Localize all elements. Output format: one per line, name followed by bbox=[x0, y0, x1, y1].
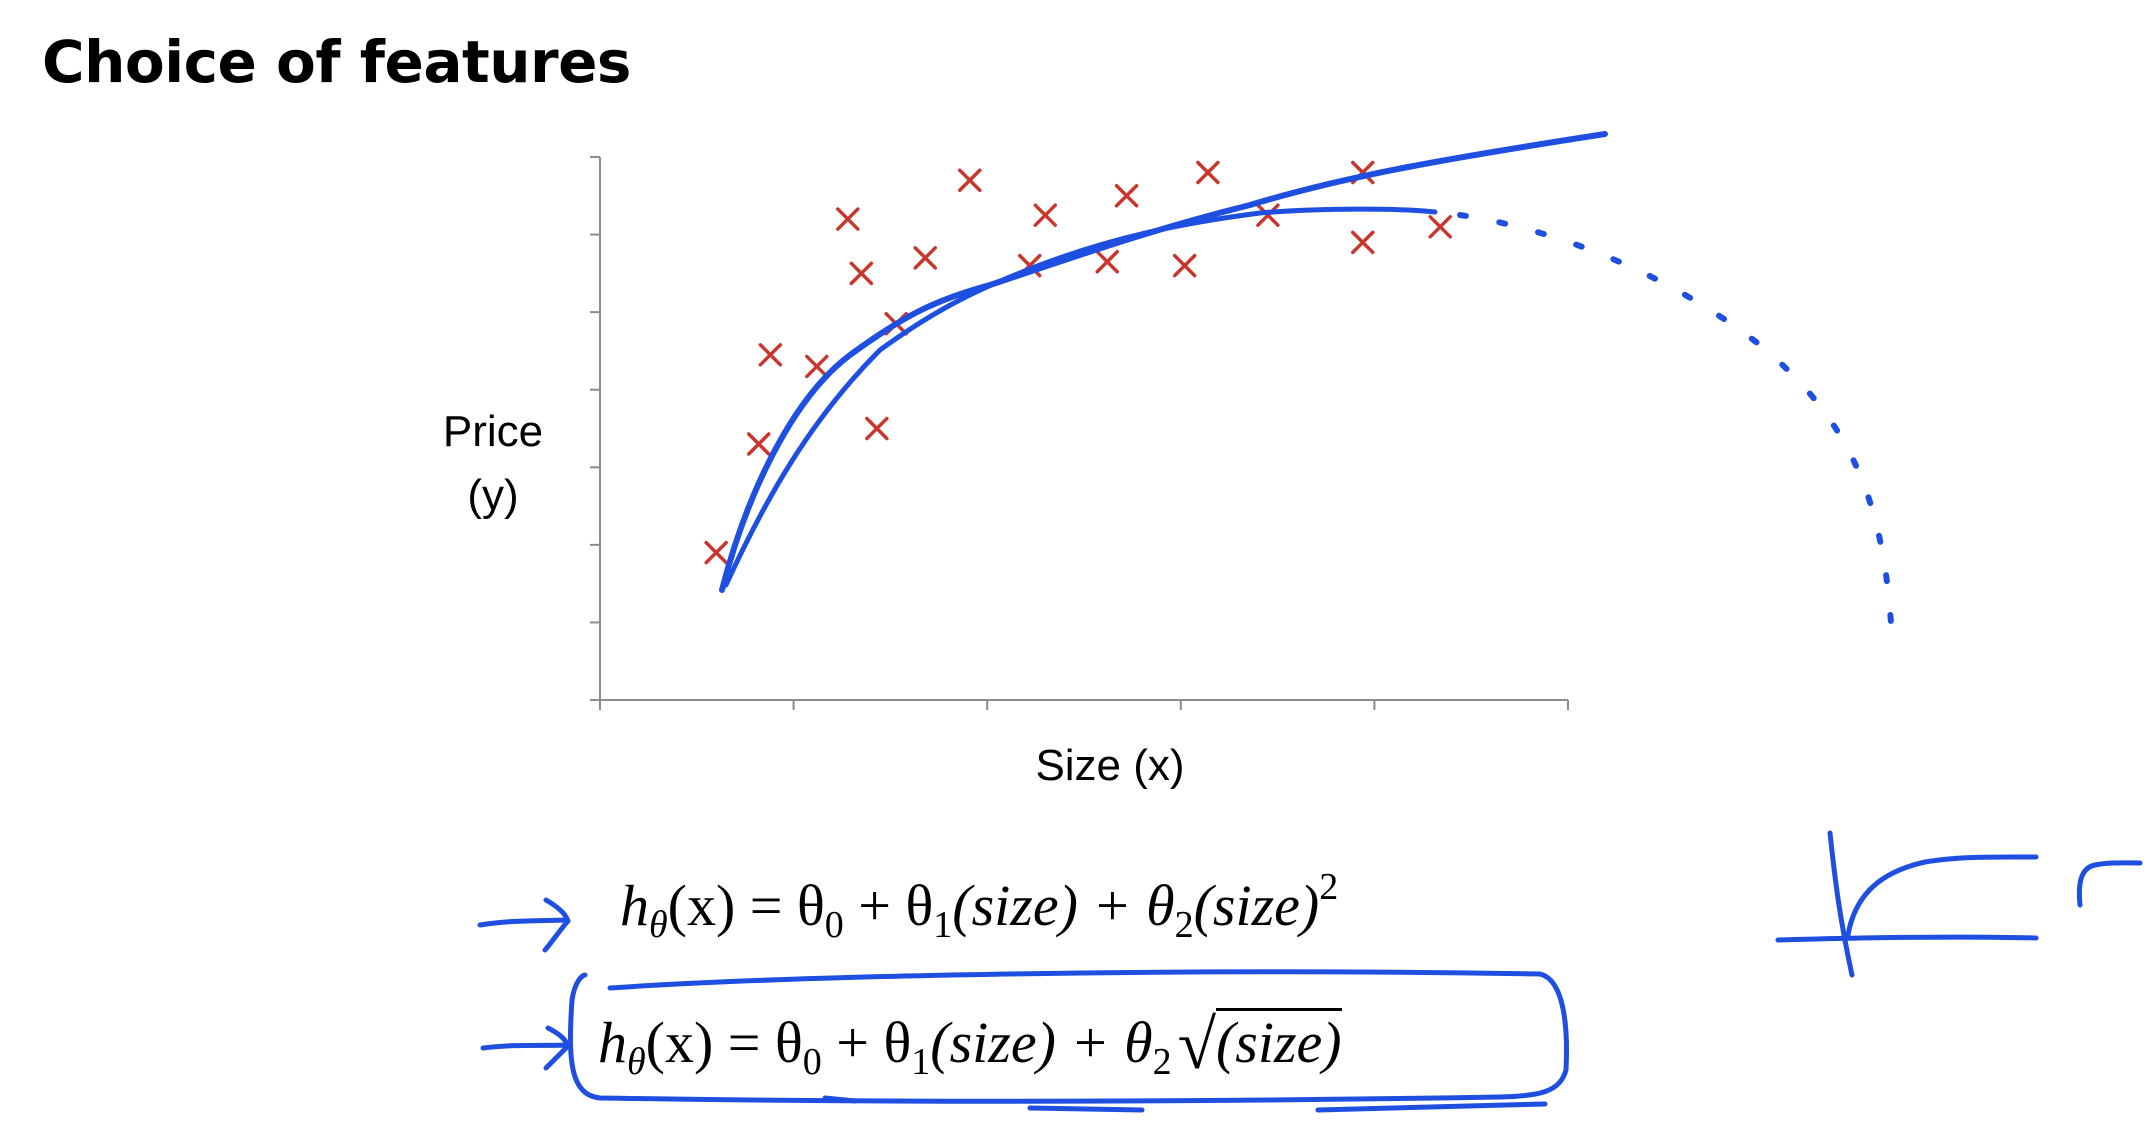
data-point-1 bbox=[747, 432, 771, 456]
x-axis-label: Size (x) bbox=[1035, 741, 1184, 790]
fit-curve-outer bbox=[719, 131, 1608, 593]
data-point-8 bbox=[913, 246, 937, 270]
handwritten-annotations bbox=[477, 131, 2143, 1113]
formula-quadratic: hθ(x) = θ0 + θ1(size) + θ2(size)2 bbox=[620, 866, 1339, 946]
sketch-mark bbox=[2076, 860, 2143, 908]
data-point-9 bbox=[958, 168, 982, 193]
data-points bbox=[704, 160, 1452, 565]
data-point-5 bbox=[849, 261, 874, 286]
sketch-y-axis bbox=[1827, 830, 1855, 978]
formula-sqrt: hθ(x) = θ0 + θ1(size) + θ2√(size) bbox=[598, 1000, 1342, 1084]
data-point-14 bbox=[1172, 253, 1197, 278]
data-point-19 bbox=[1428, 215, 1452, 239]
data-point-11 bbox=[1033, 203, 1058, 227]
underline-stroke-3 bbox=[1315, 1101, 1548, 1113]
data-point-4 bbox=[836, 207, 860, 231]
fit-curve-dotted-extension bbox=[1457, 212, 1895, 643]
sketch-x-axis bbox=[1775, 934, 2039, 943]
data-point-13 bbox=[1114, 184, 1139, 208]
arrow-2-icon bbox=[480, 1025, 571, 1071]
data-point-18 bbox=[1351, 230, 1375, 255]
y-axis-label-line-1: Price bbox=[443, 407, 543, 456]
fit-curve-inner bbox=[723, 206, 1438, 588]
underline-stroke-1 bbox=[822, 1095, 858, 1104]
data-point-12 bbox=[1095, 249, 1119, 274]
data-point-6 bbox=[865, 416, 889, 441]
data-point-2 bbox=[758, 343, 783, 367]
data-point-3 bbox=[805, 354, 829, 379]
axes bbox=[599, 157, 1568, 701]
sketch-curve bbox=[1845, 854, 2039, 938]
underline-stroke-2 bbox=[1027, 1105, 1145, 1113]
formula-highlight-loop bbox=[567, 969, 1569, 1104]
arrow-1-icon bbox=[477, 897, 571, 953]
y-axis-label-line-2: (y) bbox=[467, 471, 518, 520]
sqrt-radical: √(size) bbox=[1177, 1007, 1342, 1084]
data-point-15 bbox=[1196, 160, 1220, 185]
data-point-0 bbox=[704, 540, 728, 565]
data-point-16 bbox=[1256, 203, 1280, 227]
axis-ticks bbox=[590, 156, 1569, 710]
slide-title: Choice of features bbox=[42, 28, 631, 96]
